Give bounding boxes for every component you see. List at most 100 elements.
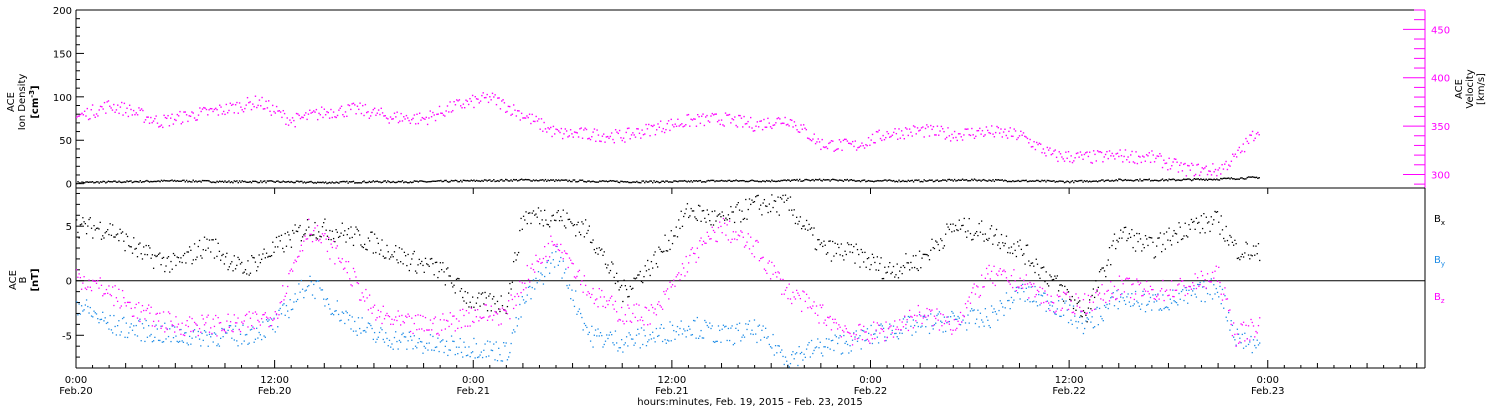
density-point bbox=[923, 179, 925, 181]
density-point bbox=[387, 180, 389, 182]
bx-point bbox=[833, 255, 835, 257]
velocity-point bbox=[703, 124, 706, 127]
bx-point bbox=[952, 223, 954, 225]
density-point bbox=[271, 180, 274, 182]
velocity-point bbox=[1250, 134, 1252, 136]
velocity-point bbox=[1094, 153, 1096, 156]
density-point bbox=[663, 181, 666, 183]
by-point bbox=[339, 320, 341, 322]
velocity-point bbox=[620, 137, 622, 139]
by-point bbox=[408, 331, 410, 333]
bx-point bbox=[187, 251, 190, 253]
by-point bbox=[79, 313, 82, 315]
by-point bbox=[130, 323, 132, 325]
bz-point bbox=[1128, 277, 1131, 280]
velocity-point bbox=[879, 137, 882, 140]
bz-point bbox=[505, 310, 507, 312]
bx-point bbox=[355, 226, 357, 228]
bx-point bbox=[1038, 274, 1040, 276]
bx-point bbox=[447, 267, 449, 269]
velocity-point bbox=[832, 140, 834, 142]
velocity-point bbox=[270, 114, 273, 116]
by-point bbox=[529, 285, 531, 288]
bz-point bbox=[766, 272, 768, 274]
velocity-point bbox=[866, 144, 868, 147]
velocity-point bbox=[963, 134, 965, 136]
bz-point bbox=[165, 327, 167, 329]
by-point bbox=[476, 356, 479, 359]
bz-point bbox=[434, 316, 437, 318]
bx-point bbox=[1226, 239, 1229, 242]
velocity-point bbox=[1208, 170, 1210, 172]
bx-point bbox=[1201, 227, 1204, 230]
bz-point bbox=[676, 274, 679, 276]
density-point bbox=[1194, 178, 1197, 180]
velocity-point bbox=[821, 138, 823, 141]
bx-point bbox=[603, 251, 605, 253]
bx-point bbox=[417, 264, 419, 266]
bx-point bbox=[220, 259, 222, 261]
bx-point bbox=[685, 208, 687, 210]
velocity-point bbox=[902, 134, 904, 136]
by-point bbox=[607, 337, 609, 340]
by-point bbox=[748, 320, 751, 322]
velocity-point bbox=[1237, 149, 1239, 152]
density-point bbox=[989, 179, 992, 182]
bx-point bbox=[705, 221, 707, 223]
bx-point bbox=[90, 227, 93, 229]
velocity-point bbox=[1145, 154, 1148, 156]
bz-point bbox=[1054, 311, 1056, 314]
density-point bbox=[596, 181, 598, 183]
velocity-point bbox=[461, 107, 463, 109]
density-point bbox=[1079, 179, 1082, 182]
density-point bbox=[1037, 179, 1039, 182]
bz-point bbox=[426, 329, 428, 331]
bz-point bbox=[1096, 288, 1098, 291]
velocity-point bbox=[1063, 160, 1066, 162]
bz-point bbox=[1039, 286, 1041, 288]
density-point bbox=[919, 181, 921, 183]
density-point bbox=[930, 179, 932, 182]
velocity-point bbox=[850, 143, 853, 145]
bz-point bbox=[974, 293, 977, 295]
bx-point bbox=[179, 261, 181, 263]
bz-point bbox=[1220, 293, 1222, 295]
bz-point bbox=[125, 305, 127, 307]
velocity-point bbox=[998, 132, 1001, 134]
by-point bbox=[858, 337, 860, 339]
velocity-point bbox=[818, 141, 821, 143]
bx-point bbox=[1206, 222, 1209, 224]
velocity-point bbox=[795, 124, 797, 127]
bz-point bbox=[146, 307, 149, 310]
density-point bbox=[1028, 180, 1030, 183]
density-point bbox=[613, 180, 616, 182]
by-point bbox=[1156, 300, 1158, 302]
bz-point bbox=[926, 307, 928, 310]
by-point bbox=[876, 336, 879, 338]
by-point bbox=[458, 346, 460, 348]
bz-point bbox=[393, 319, 396, 321]
by-point bbox=[148, 325, 150, 327]
bx-point bbox=[309, 234, 311, 237]
bx-point bbox=[661, 251, 664, 253]
by-point bbox=[829, 348, 831, 350]
bx-point bbox=[1162, 243, 1164, 246]
density-point bbox=[1005, 180, 1007, 182]
velocity-point bbox=[119, 106, 122, 108]
velocity-point bbox=[192, 112, 194, 114]
density-tick-label: 50 bbox=[59, 136, 72, 147]
velocity-point bbox=[295, 112, 298, 115]
bx-point bbox=[607, 264, 609, 266]
bx-point bbox=[491, 298, 494, 300]
density-point bbox=[662, 180, 665, 182]
by-point bbox=[437, 337, 439, 339]
density-point bbox=[893, 179, 895, 182]
density-point bbox=[301, 180, 303, 183]
by-point bbox=[781, 349, 783, 351]
density-point bbox=[991, 180, 993, 182]
bz-point bbox=[828, 317, 830, 319]
velocity-point bbox=[798, 131, 801, 133]
density-point bbox=[467, 180, 470, 182]
velocity-point bbox=[420, 119, 422, 121]
by-point bbox=[253, 341, 255, 343]
